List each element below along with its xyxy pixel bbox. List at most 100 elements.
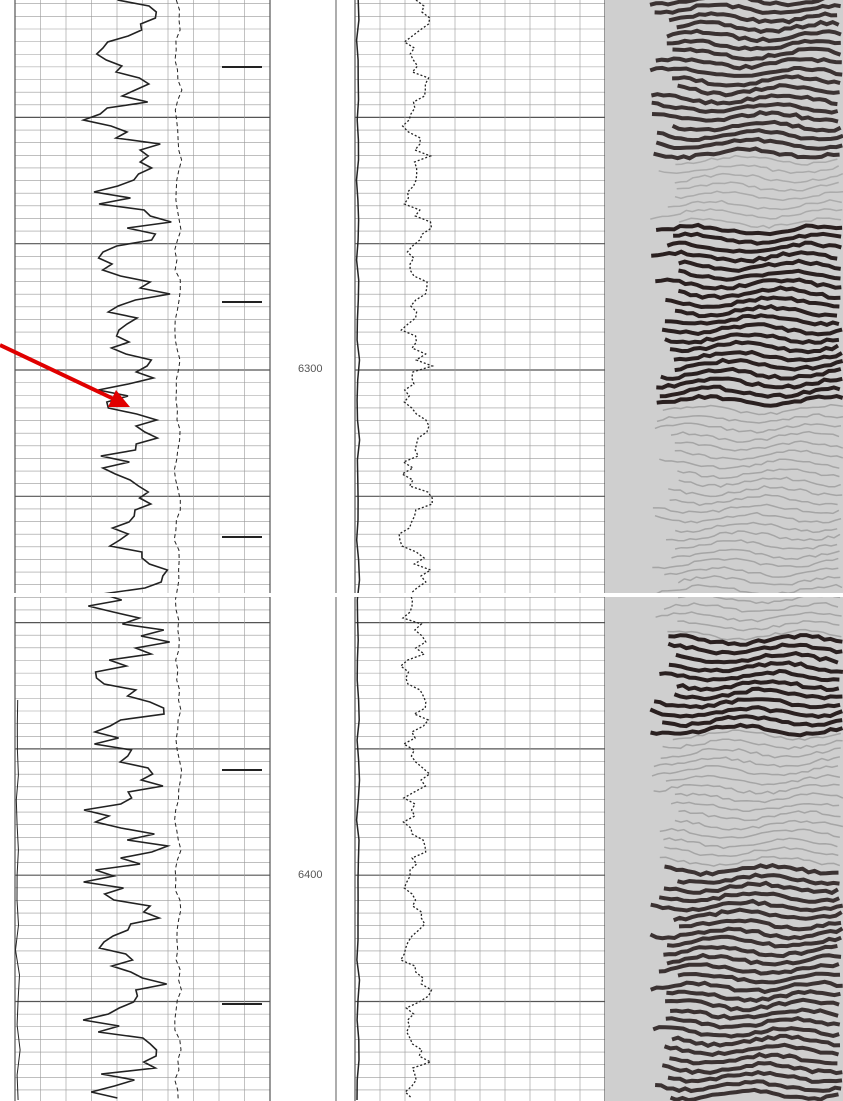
image-stripe: [678, 217, 842, 229]
image-stripe: [663, 1042, 840, 1057]
image-stripe: [674, 521, 838, 534]
image-stripe: [666, 28, 842, 44]
image-stripe: [675, 651, 839, 665]
image-stripe: [656, 413, 843, 424]
image-stripe: [653, 146, 840, 161]
image-stripe: [673, 231, 842, 246]
image-stripe: [671, 1033, 841, 1048]
right-dashed-curve: [398, 0, 435, 1099]
image-stripe: [670, 430, 840, 443]
image-stripe: [676, 19, 840, 35]
image-stripe: [663, 943, 838, 959]
image-stripe: [670, 801, 840, 812]
image-stripe: [669, 493, 838, 507]
image-stripe: [664, 846, 839, 858]
image-stripe: [665, 774, 841, 786]
image-stripe: [665, 1015, 841, 1030]
image-stripe: [666, 240, 842, 254]
arrow-head: [108, 390, 130, 407]
image-stripe: [674, 539, 838, 550]
image-stripe: [659, 855, 841, 867]
image-stripe: [677, 83, 840, 98]
image-stripe: [664, 313, 840, 328]
image-stripe: [668, 660, 843, 674]
image-stripe: [650, 208, 843, 220]
image-stripe: [676, 679, 840, 693]
image-stripe: [663, 837, 838, 850]
image-stripe: [671, 119, 842, 133]
image-stripe: [661, 322, 843, 337]
image-stripe: [664, 566, 839, 578]
image-stripe: [677, 620, 840, 632]
image-stripe: [675, 154, 838, 166]
image-stripe: [674, 357, 843, 373]
image-stripe: [665, 530, 841, 542]
image-stripe: [665, 295, 840, 310]
image-stripe: [678, 268, 841, 282]
image-stripe: [662, 403, 843, 416]
image-stripe: [651, 765, 839, 777]
image-stripe: [651, 100, 839, 115]
image-stripe: [673, 686, 843, 702]
image-stripe: [678, 258, 841, 273]
image-stripe: [677, 575, 841, 586]
image-stripe: [651, 109, 839, 124]
image-stripe: [663, 602, 839, 613]
gamma-curve: [80, 0, 172, 1099]
image-stripe: [660, 366, 842, 381]
image-stripe: [658, 164, 840, 175]
image-stripe: [653, 697, 841, 710]
image-stripe: [653, 756, 841, 768]
image-stripe: [649, 705, 843, 719]
image-stripe: [665, 997, 840, 1013]
image-stripe: [654, 1079, 842, 1094]
image-stripe: [655, 611, 842, 623]
image-stripe: [656, 393, 843, 408]
image-stripe: [677, 872, 840, 886]
image-stripe: [674, 440, 843, 452]
image-stripe: [674, 449, 843, 461]
image-stripe: [650, 898, 843, 913]
image-stripe: [677, 468, 840, 480]
image-stripe: [667, 1069, 843, 1084]
image-stripe: [667, 641, 843, 656]
image-stripe: [672, 46, 842, 62]
image-stripe: [673, 349, 843, 363]
image-stripe: [671, 548, 840, 560]
image-stripe: [654, 511, 842, 524]
image-stripe: [674, 303, 838, 319]
image-stripe: [655, 136, 843, 151]
image-stripe: [659, 668, 840, 683]
image-stripe: [653, 783, 840, 795]
image-stripe: [658, 891, 840, 904]
image-stripe: [649, 0, 826, 8]
image-stripe: [674, 792, 843, 804]
image-stripe: [678, 918, 842, 932]
image-stripe: [678, 476, 841, 488]
image-stripe: [666, 952, 842, 967]
image-stripe: [678, 809, 841, 822]
image-stripe: [664, 332, 840, 345]
image-stripe: [654, 422, 842, 434]
image-stripe: [652, 503, 840, 515]
left-dashed-curve: [173, 0, 183, 1101]
image-stripe: [668, 485, 843, 498]
image-stripe: [655, 222, 843, 237]
image-stripe: [672, 74, 841, 88]
image-stripe: [666, 38, 841, 52]
arrow-shaft: [0, 343, 119, 403]
image-stripe: [650, 722, 843, 738]
image-stripe: [677, 285, 841, 301]
image-stripe: [650, 979, 843, 995]
image-stripe: [672, 729, 841, 741]
depth-label: 6300: [298, 363, 322, 375]
image-stripe: [667, 199, 842, 211]
acoustic-image: [605, 0, 843, 1101]
image-stripe: [660, 747, 841, 760]
image-stripe: [659, 458, 840, 470]
image-stripe: [658, 962, 840, 976]
image-stripe: [652, 1025, 840, 1039]
grid: [14, 0, 606, 1101]
image-stripe: [672, 907, 843, 923]
image-stripe: [669, 339, 840, 355]
